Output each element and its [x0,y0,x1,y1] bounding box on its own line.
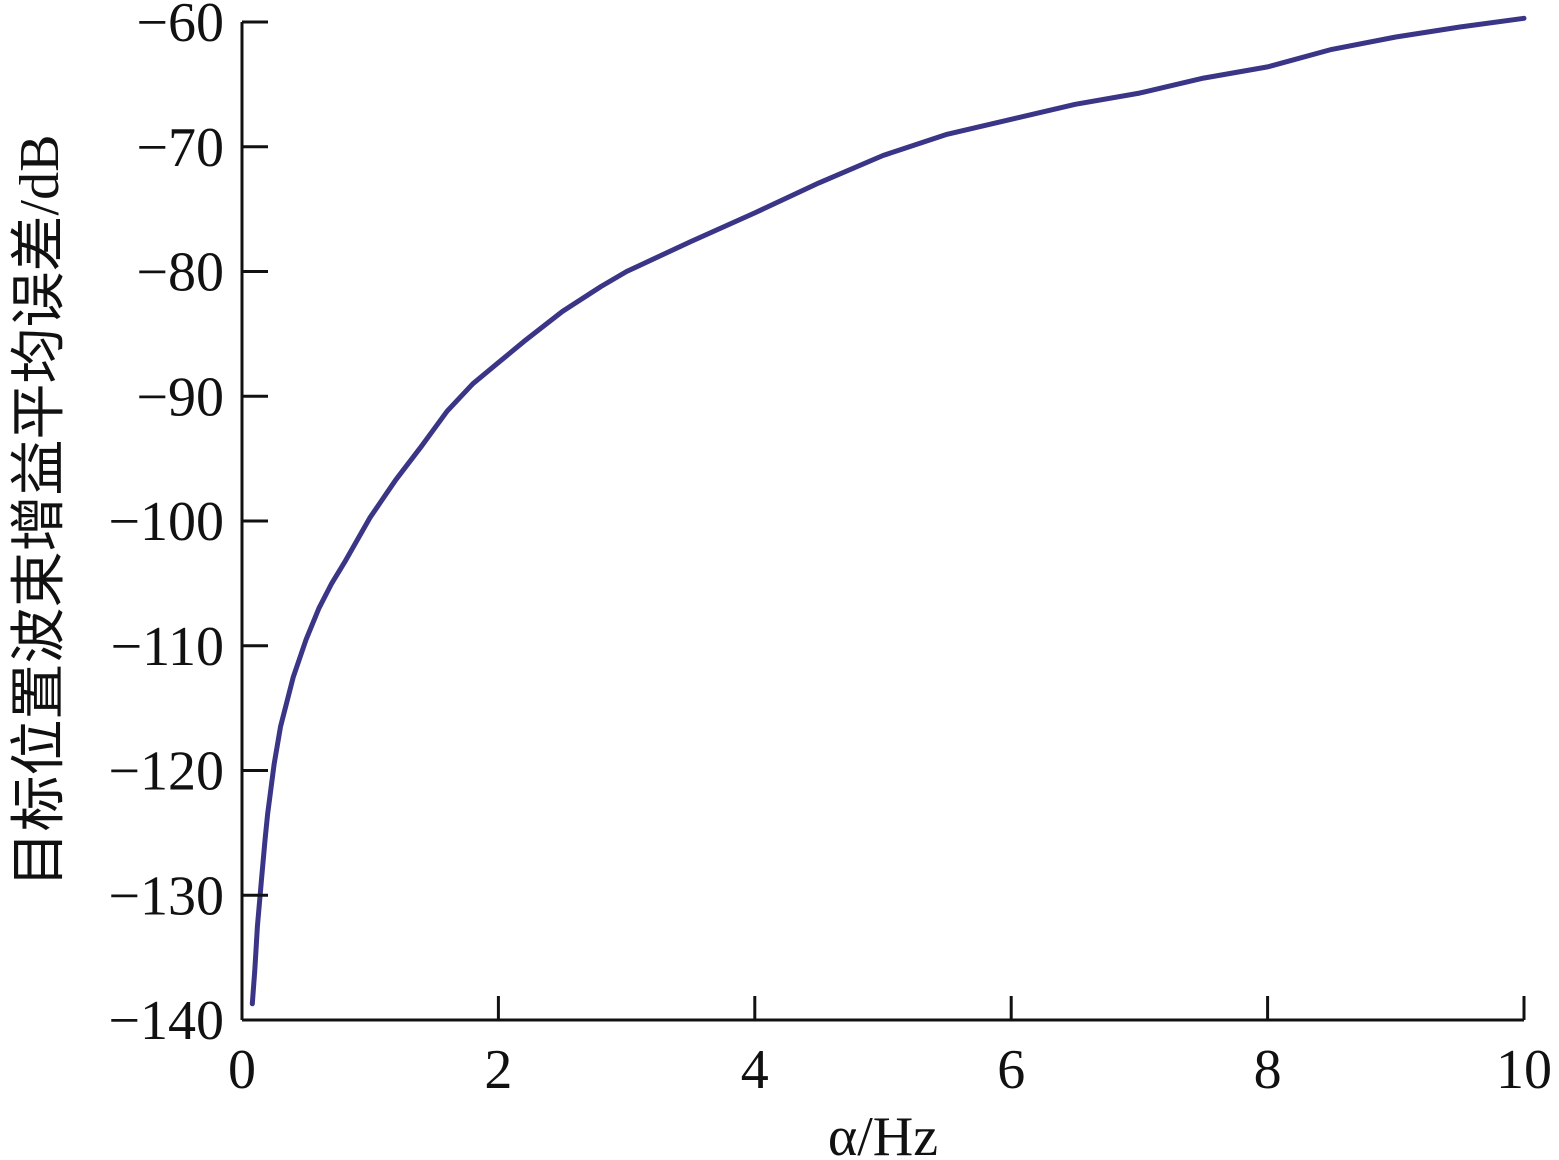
y-ticks: −140 −130 −120 −110 −100 −90 −80 −70 −60 [108,0,268,1052]
y-tick-label: −60 [136,0,224,54]
y-tick-label: −120 [108,741,224,803]
x-axis-title: α/Hz [828,1106,938,1160]
series-line [249,15,1527,1007]
y-tick-label: −90 [136,366,224,428]
x-tick-label: 2 [484,1039,512,1101]
x-tick-label: 6 [997,1039,1025,1101]
x-tick-label: 10 [1496,1039,1552,1101]
x-tick-label: 4 [741,1039,769,1101]
plot-area [240,15,1527,1022]
y-tick-label: −70 [136,117,224,179]
y-axis-title: 目标位置波束增益平均误差/dB [9,135,71,888]
y-tick-label: −80 [136,242,224,304]
y-tick-label: −100 [108,491,224,553]
y-tick-label: −130 [108,865,224,927]
y-tick-label: −140 [108,990,224,1052]
x-ticks: 0 2 4 6 8 10 [228,996,1552,1101]
y-tick-label: −110 [110,616,224,678]
x-tick-label: 0 [228,1039,256,1101]
x-tick-label: 8 [1254,1039,1282,1101]
